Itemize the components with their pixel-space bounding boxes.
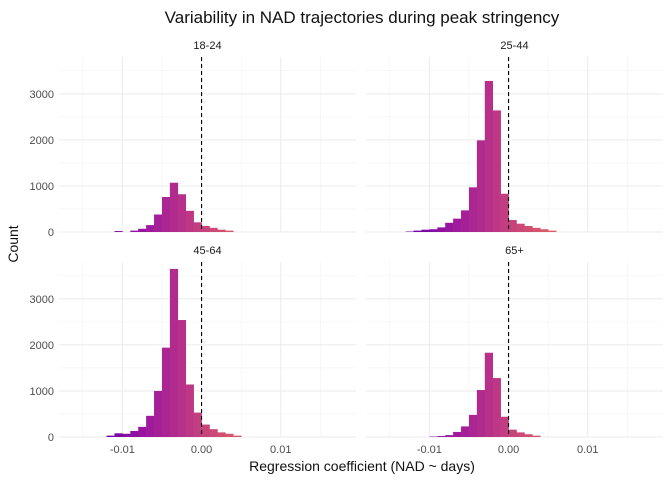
histogram-bar [193,412,202,437]
y-tick-label: 0 [48,227,54,239]
histogram-bar [508,220,517,232]
histogram-bar [492,378,501,437]
histogram-bar [130,431,139,437]
histogram-bar [445,435,454,437]
histogram-bar [209,429,218,437]
y-tick-label: 1000 [30,181,54,193]
y-tick-label: 2000 [30,340,54,352]
y-tick-label: 0 [48,432,54,444]
histogram-bar [453,218,462,232]
histogram-bar [177,194,187,232]
histogram-bar [516,432,525,437]
histogram-bar [154,214,163,232]
histogram-bar [225,230,234,232]
histogram-bar [445,222,454,232]
histogram-bar [161,347,171,437]
panel-18-24: 18-24 0 1000 2000 3000 [30,40,356,239]
panel-label: 45-64 [193,245,221,257]
histogram-bar [468,414,478,437]
y-tick-label: 1000 [30,386,54,398]
panel-label: 18-24 [193,40,221,52]
histogram-bar [138,426,147,437]
histogram-bar [161,197,171,232]
histogram-bar [468,187,478,232]
histogram-bar [476,140,486,232]
histogram-bar [429,229,438,232]
x-tick-label: 0.00 [191,444,212,456]
histogram-bar [437,227,446,232]
histogram-bar [532,435,541,437]
y-tick-label: 3000 [30,294,54,306]
histogram-bar [114,231,123,232]
histogram-bar [476,390,486,437]
histogram-bar [500,416,509,437]
x-tick-label: 0.01 [270,444,291,456]
panel-45-64: 45-64 0 1000 2000 3000 -0.01 0.00 0.01 [30,245,356,456]
histogram-bar [492,110,501,232]
x-tick-label: 0.01 [577,444,598,456]
histogram-bar [154,390,163,437]
y-axis-title: Count [5,225,21,262]
histogram-bar [185,210,194,232]
histogram-bar [177,320,187,437]
histogram-bar [146,415,155,437]
histogram-bar [217,432,226,437]
histogram-bar [524,226,533,232]
y-tick-label: 3000 [30,89,54,101]
panel-65+: 65+ -0.01 0.00 0.01 [366,245,663,456]
histogram-bar [524,434,533,437]
panel-label: 65+ [505,245,524,257]
histogram-bar [122,433,131,437]
x-tick-label: -0.01 [110,444,135,456]
histogram-bar [508,429,517,437]
panel-label: 25-44 [500,40,528,52]
histogram-bar [421,229,430,232]
x-tick-label: -0.01 [417,444,442,456]
histogram-bar [461,210,470,232]
histogram-bar [233,435,242,437]
x-axis-title: Regression coefficient (NAD ~ days) [249,458,475,474]
histogram-bar [225,433,234,437]
histogram-bar [413,230,422,232]
histogram-bar [169,182,179,232]
histogram-bar [461,426,470,437]
histogram-bar [138,228,147,232]
histogram-bar [516,223,525,232]
histogram-bar [548,230,557,232]
histogram-bar [453,431,462,437]
histogram-bar [130,230,139,232]
histogram-bar [201,226,210,232]
histogram-bar [437,436,446,437]
histogram-bar [114,433,123,437]
histogram-bar [169,268,179,437]
histogram-bar [193,222,202,232]
histogram-bar [201,424,210,437]
chart-title: Variability in NAD trajectories during p… [165,8,560,27]
y-tick-label: 2000 [30,135,54,147]
histogram-bar [484,352,494,437]
histogram-bar [500,193,509,232]
histogram-bar [484,80,494,233]
histogram-bar [146,225,155,232]
histogram-bar [532,227,541,232]
histogram-bar [106,435,115,437]
panel-25-44: 25-44 [366,40,663,233]
x-tick-label: 0.00 [498,444,519,456]
panels: 18-24 0 1000 2000 3000 25-44 45-64 0 1000 2000 300… [30,40,663,456]
histogram-bar [185,384,194,437]
histogram-bar [217,229,226,232]
histogram-bar [540,229,549,232]
histogram-bar [209,227,218,232]
